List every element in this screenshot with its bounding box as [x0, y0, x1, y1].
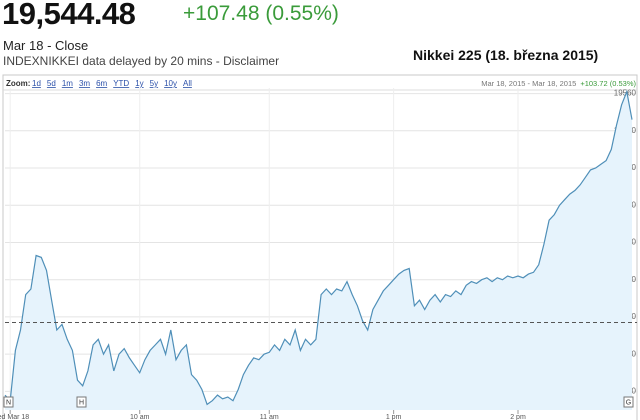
- x-tick-label: 10 am: [130, 414, 150, 420]
- zoom-option[interactable]: YTD: [113, 79, 129, 88]
- delay-note[interactable]: INDEXNIKKEI data delayed by 20 mins - Di…: [3, 54, 280, 68]
- x-tick-label: Wed Mar 18: [0, 414, 29, 420]
- price: 19,544.48: [2, 0, 136, 31]
- x-tick-label: 2 pm: [510, 414, 526, 420]
- price-line: [4, 89, 633, 406]
- zoom-option[interactable]: All: [183, 79, 192, 88]
- zoom-option[interactable]: 10y: [164, 79, 177, 88]
- x-tick-label: 11 am: [260, 414, 279, 420]
- zoom-option[interactable]: 3m: [79, 79, 90, 88]
- zoom-option[interactable]: 1d: [32, 79, 41, 88]
- zoom-option[interactable]: 5y: [150, 79, 158, 88]
- flag-box[interactable]: [623, 396, 634, 408]
- zoom-label: Zoom:: [6, 79, 30, 88]
- chart-title: Nikkei 225 (18. března 2015): [413, 47, 599, 63]
- price-change: +107.48 (0.55%): [183, 2, 339, 25]
- zoom-option[interactable]: 1y: [135, 79, 143, 88]
- flag-label: H: [79, 399, 84, 406]
- flag-label: N: [6, 399, 11, 406]
- flag-box[interactable]: [76, 396, 87, 408]
- zoom-option[interactable]: 6m: [96, 79, 107, 88]
- y-tick-label: 19560: [614, 89, 637, 98]
- range: Mar 18, 2015 - Mar 18, 2015: [481, 79, 576, 88]
- zoom-option[interactable]: 1m: [62, 79, 73, 88]
- status: Mar 18 - Close: [3, 38, 89, 53]
- zoom-option[interactable]: 5d: [47, 79, 56, 88]
- range-change: +103.72 (0.53%): [580, 79, 636, 88]
- area-fill: [5, 91, 632, 410]
- x-tick-label: 1 pm: [386, 414, 402, 420]
- flag-box[interactable]: [3, 396, 14, 408]
- flag-label: G: [626, 399, 631, 406]
